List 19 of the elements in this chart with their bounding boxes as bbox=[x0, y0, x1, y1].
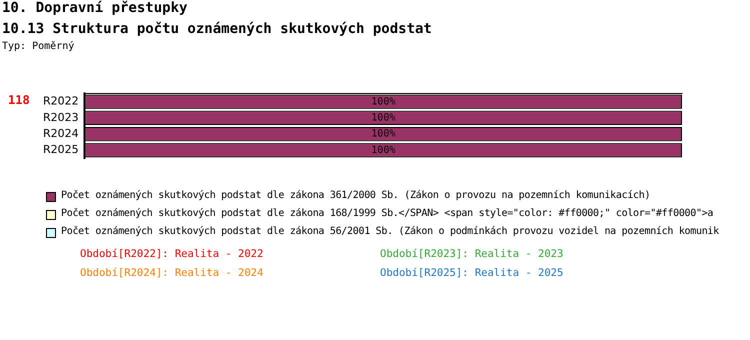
y-tick-label: R2023 bbox=[42, 110, 79, 124]
y-tick-label: R2022 bbox=[42, 94, 79, 108]
legend-label: Počet oznámených skutkových podstat dle zákona 168/1999 Sb.</SPAN> <span style="color: #ff0000;" color="#ff0000">a bbox=[61, 208, 714, 219]
text: Typ: Poměrný bbox=[2, 41, 74, 52]
y-tick-label: R2024 bbox=[42, 126, 79, 140]
legend-label: Počet oznámených skutkových podstat dle zákona 56/2001 Sb. (Zákon o podmínkách provozu vozidel na pozemních komunik bbox=[61, 226, 719, 237]
chart-title: 10. Dopravní přestupky bbox=[2, 0, 188, 16]
data-label: 100% bbox=[371, 112, 396, 124]
y-tick-label: R2025 bbox=[42, 143, 79, 156]
data-label: 100% bbox=[371, 96, 396, 108]
text: Období[R2023]: Realita - 2023 bbox=[380, 248, 564, 260]
text: Období[R2024]: Realita - 2024 bbox=[80, 267, 264, 279]
data-label: 100% bbox=[371, 144, 396, 156]
text: Počet oznámených skutkových podstat dle zákona 361/2000 Sb. (Zákon o provozu na pozemních komunikacích) bbox=[61, 190, 650, 201]
text: Období[R2022]: Realita - 2022 bbox=[80, 248, 264, 260]
text: Období[R2025]: Realita - 2025 bbox=[380, 267, 564, 279]
chart-subtitle: 10.13 Struktura počtu oznámených skutkových podstat bbox=[2, 21, 432, 37]
text: 118 bbox=[8, 93, 30, 107]
data-label: 100% bbox=[371, 128, 396, 140]
